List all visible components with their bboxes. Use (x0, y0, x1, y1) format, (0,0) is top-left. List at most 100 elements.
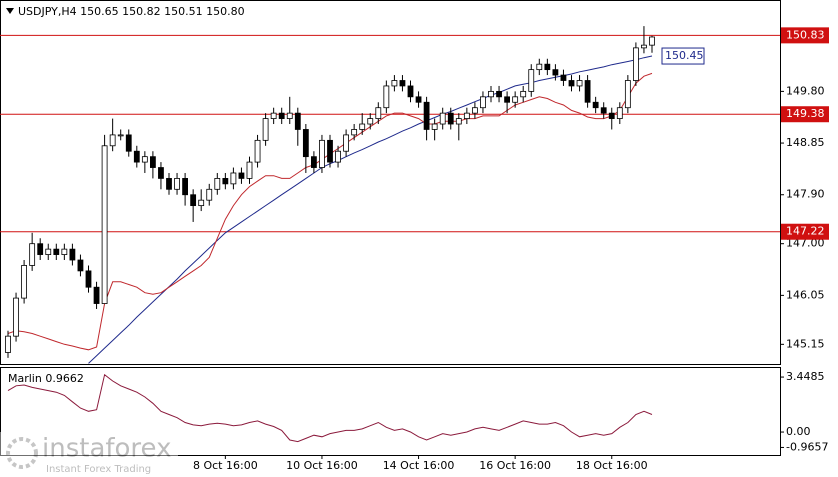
x-tick-label: 16 Oct 16:00 (479, 459, 551, 472)
candle-body (520, 90, 527, 98)
candle-body (624, 80, 631, 109)
candle-body (254, 139, 261, 163)
chart-title: USDJPY,H4 150.65 150.82 150.51 150.80 (18, 5, 245, 18)
indicator-line (7, 373, 653, 443)
x-tick-label: 10 Oct 16:00 (286, 459, 358, 472)
candle-body (327, 139, 333, 163)
candle-body (375, 107, 382, 119)
candle-body (230, 172, 237, 185)
candle-body (512, 96, 519, 103)
candle-body (302, 129, 309, 158)
candle-body (319, 139, 325, 168)
candle-body (149, 156, 156, 168)
x-tick-label: 18 Oct 16:00 (576, 459, 648, 472)
candle-body (246, 161, 253, 179)
level-label-bg (781, 27, 829, 44)
indicator-tick-label: -0.9657 (786, 440, 828, 453)
indicator-frame (0, 367, 781, 456)
level-label-bg (781, 223, 829, 240)
candle-body (633, 47, 639, 81)
candle-body (584, 80, 591, 103)
candle-body (182, 178, 189, 196)
indicator-label: Marlin 0.9662 (8, 372, 84, 385)
candle-body (206, 188, 213, 201)
candle-body (415, 96, 422, 103)
menu-triangle (6, 8, 14, 14)
watermark-brand: instaforex (42, 434, 171, 464)
main-frame (0, 0, 781, 365)
candle-body (133, 150, 140, 163)
candle-body (439, 112, 446, 125)
watermark-tagline: Instant Forex Trading (46, 464, 151, 475)
candle-body (5, 335, 11, 353)
ma-label-bg (661, 47, 705, 65)
level-label: 147.22 (786, 225, 825, 238)
candle-body (552, 69, 559, 76)
candle-body (544, 63, 551, 71)
candle-body (560, 74, 567, 81)
candle-body (214, 178, 221, 190)
candle-body (600, 107, 607, 114)
candle-body (286, 112, 293, 119)
candle-body (29, 243, 36, 266)
candle-body (641, 44, 647, 49)
candle-body (359, 123, 366, 130)
candle-body (576, 80, 583, 87)
candle-body (343, 134, 350, 152)
candle-body (407, 85, 414, 98)
candle-body (101, 145, 108, 304)
candle-body (238, 172, 245, 179)
candle-body (198, 199, 205, 207)
candle-body (471, 107, 478, 114)
candle-body (455, 118, 462, 125)
candle-body (423, 101, 430, 130)
y-tick-label: 149.80 (786, 84, 825, 97)
candle-body (310, 156, 317, 168)
x-tick-label: 14 Oct 16:00 (383, 459, 455, 472)
candle-body (367, 118, 374, 125)
candle-body (528, 69, 535, 92)
candle-body (608, 112, 615, 119)
candle-body (447, 112, 454, 125)
level-label: 150.83 (786, 28, 825, 41)
watermark-logo (6, 437, 38, 469)
candle-body (53, 248, 60, 255)
candle-body (109, 134, 116, 147)
candle-body (21, 265, 28, 299)
watermark: instaforex Instant Forex Trading (0, 432, 178, 477)
candle-body (222, 178, 229, 185)
candle-body (85, 270, 92, 288)
candle-body (294, 112, 301, 130)
candle-body (174, 178, 180, 190)
candle-body (190, 194, 197, 207)
candle-body (496, 90, 502, 98)
moving-average (88, 55, 653, 364)
candle-body (463, 112, 470, 119)
candle-body (480, 96, 486, 109)
indicator-tick-label: 0.00 (786, 425, 811, 438)
candle-body (93, 286, 100, 304)
candle-body (568, 80, 575, 87)
y-tick-label: 147.90 (786, 188, 825, 201)
candle-body (262, 118, 269, 141)
y-tick-label: 146.05 (786, 288, 825, 301)
candle-body (117, 134, 124, 137)
candle-body (278, 112, 285, 119)
candle-body (158, 167, 164, 179)
candle-body (77, 259, 84, 272)
ma-label: 150.45 (665, 49, 704, 62)
candle-body (391, 80, 398, 87)
candle-body (61, 248, 68, 255)
candle-body (649, 36, 655, 46)
candle-body (383, 85, 390, 109)
indicator-tick-label: 3.4485 (786, 370, 825, 383)
candle-body (616, 107, 623, 119)
candle-body (270, 112, 277, 119)
candle-body (37, 243, 44, 255)
candle-body (592, 101, 599, 109)
candle-body (351, 129, 358, 136)
candle-body (166, 178, 172, 190)
candle-body (45, 248, 52, 255)
